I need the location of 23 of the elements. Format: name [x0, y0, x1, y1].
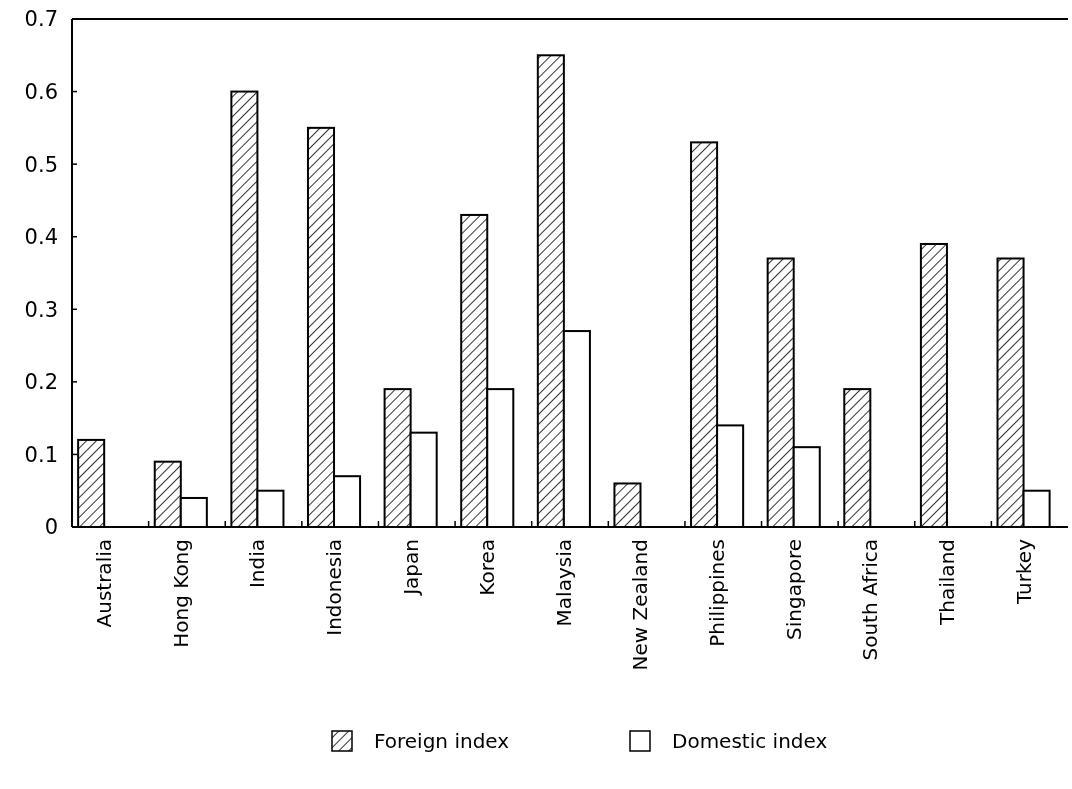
y-tick-label: 0.7 [24, 7, 58, 32]
y-tick-label: 0 [44, 515, 58, 540]
y-tick-label: 0.2 [24, 370, 58, 395]
x-tick-label: Singapore [781, 539, 806, 640]
x-tick-label: India [245, 539, 270, 589]
x-tick-label: Philippines [705, 539, 730, 647]
x-tick-label: New Zealand [628, 539, 653, 671]
x-tick-label: Japan [398, 539, 423, 597]
y-tick-label: 0.5 [24, 152, 58, 177]
x-tick-label: Indonesia [322, 539, 347, 636]
x-tick-label: South Africa [858, 539, 883, 661]
x-tick-label: Korea [475, 539, 500, 596]
x-tick-label: Thailand [934, 539, 959, 626]
x-tick-label: Australia [92, 539, 117, 628]
x-tick-label: Malaysia [551, 539, 576, 627]
y-tick-label: 0.4 [24, 225, 58, 250]
legend-label: Domestic index [672, 729, 828, 753]
legend-label: Foreign index [374, 729, 510, 753]
x-tick-label: Turkey [1011, 538, 1036, 606]
y-tick-label: 0.6 [24, 79, 58, 104]
x-tick-label: Hong Kong [168, 539, 193, 648]
y-tick-label: 0.1 [24, 442, 58, 467]
y-tick-label: 0.3 [24, 297, 58, 322]
